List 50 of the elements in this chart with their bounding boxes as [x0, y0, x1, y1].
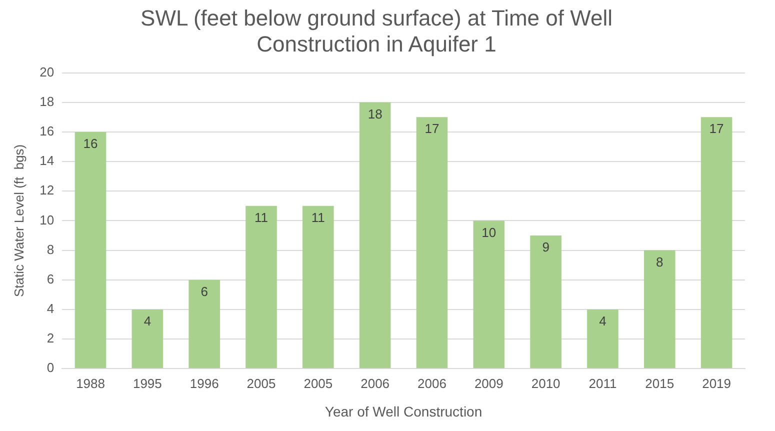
y-tick-label: 6 [46, 271, 54, 286]
y-tick-label: 2 [46, 330, 54, 346]
data-label: 11 [311, 210, 325, 225]
data-label: 18 [368, 106, 382, 122]
data-label: 17 [709, 121, 724, 136]
bar [302, 206, 334, 368]
data-label: 6 [200, 284, 208, 299]
data-label: 17 [424, 121, 440, 136]
data-label: 10 [482, 224, 496, 240]
x-tick-label: 2005 [304, 376, 333, 391]
bar [473, 220, 505, 368]
y-tick-label: 10 [40, 212, 54, 228]
bar [587, 309, 618, 368]
x-tick-label: 2015 [645, 376, 674, 391]
x-tick-label: 2006 [418, 376, 446, 391]
y-axis-title: Static Water Level (ft bgs) [11, 144, 26, 298]
bar [188, 280, 220, 368]
y-tick-label: 20 [40, 64, 54, 80]
y-tick-label: 14 [40, 153, 54, 168]
x-tick-label: 1995 [132, 376, 162, 391]
x-tick-label: 2009 [474, 376, 504, 391]
x-tick-label: 2011 [588, 376, 617, 391]
bar [530, 235, 562, 368]
data-label: 8 [656, 254, 664, 270]
x-tick-label: 2006 [360, 376, 390, 391]
x-tick-label: 2005 [246, 376, 276, 391]
bar [74, 132, 106, 368]
data-label: 11 [254, 210, 268, 225]
y-tick-label: 16 [40, 124, 54, 139]
bar [700, 117, 732, 368]
x-tick-label: 2010 [531, 376, 560, 391]
bar [644, 250, 676, 368]
data-label: 9 [542, 240, 550, 255]
x-tick-label: 2019 [702, 376, 732, 391]
bar [416, 117, 448, 368]
data-label: 4 [144, 314, 152, 329]
bar [132, 309, 164, 368]
x-tick-label: 1988 [76, 376, 105, 391]
chart-title: SWL (feet below ground surface) at Time of Well Construction in Aquifer 1 [140, 5, 612, 57]
y-tick-label: 8 [46, 242, 54, 257]
y-tick-label: 0 [46, 360, 54, 376]
x-tick-label: 1996 [190, 376, 219, 391]
data-label: 4 [599, 314, 606, 329]
y-tick-label: 18 [40, 94, 54, 109]
y-tick-label: 12 [40, 182, 54, 198]
bar [359, 102, 391, 368]
data-label: 16 [83, 136, 98, 152]
y-tick-label: 4 [46, 301, 54, 316]
x-axis-title: Year of Well Construction [324, 403, 482, 420]
bar [246, 206, 277, 368]
